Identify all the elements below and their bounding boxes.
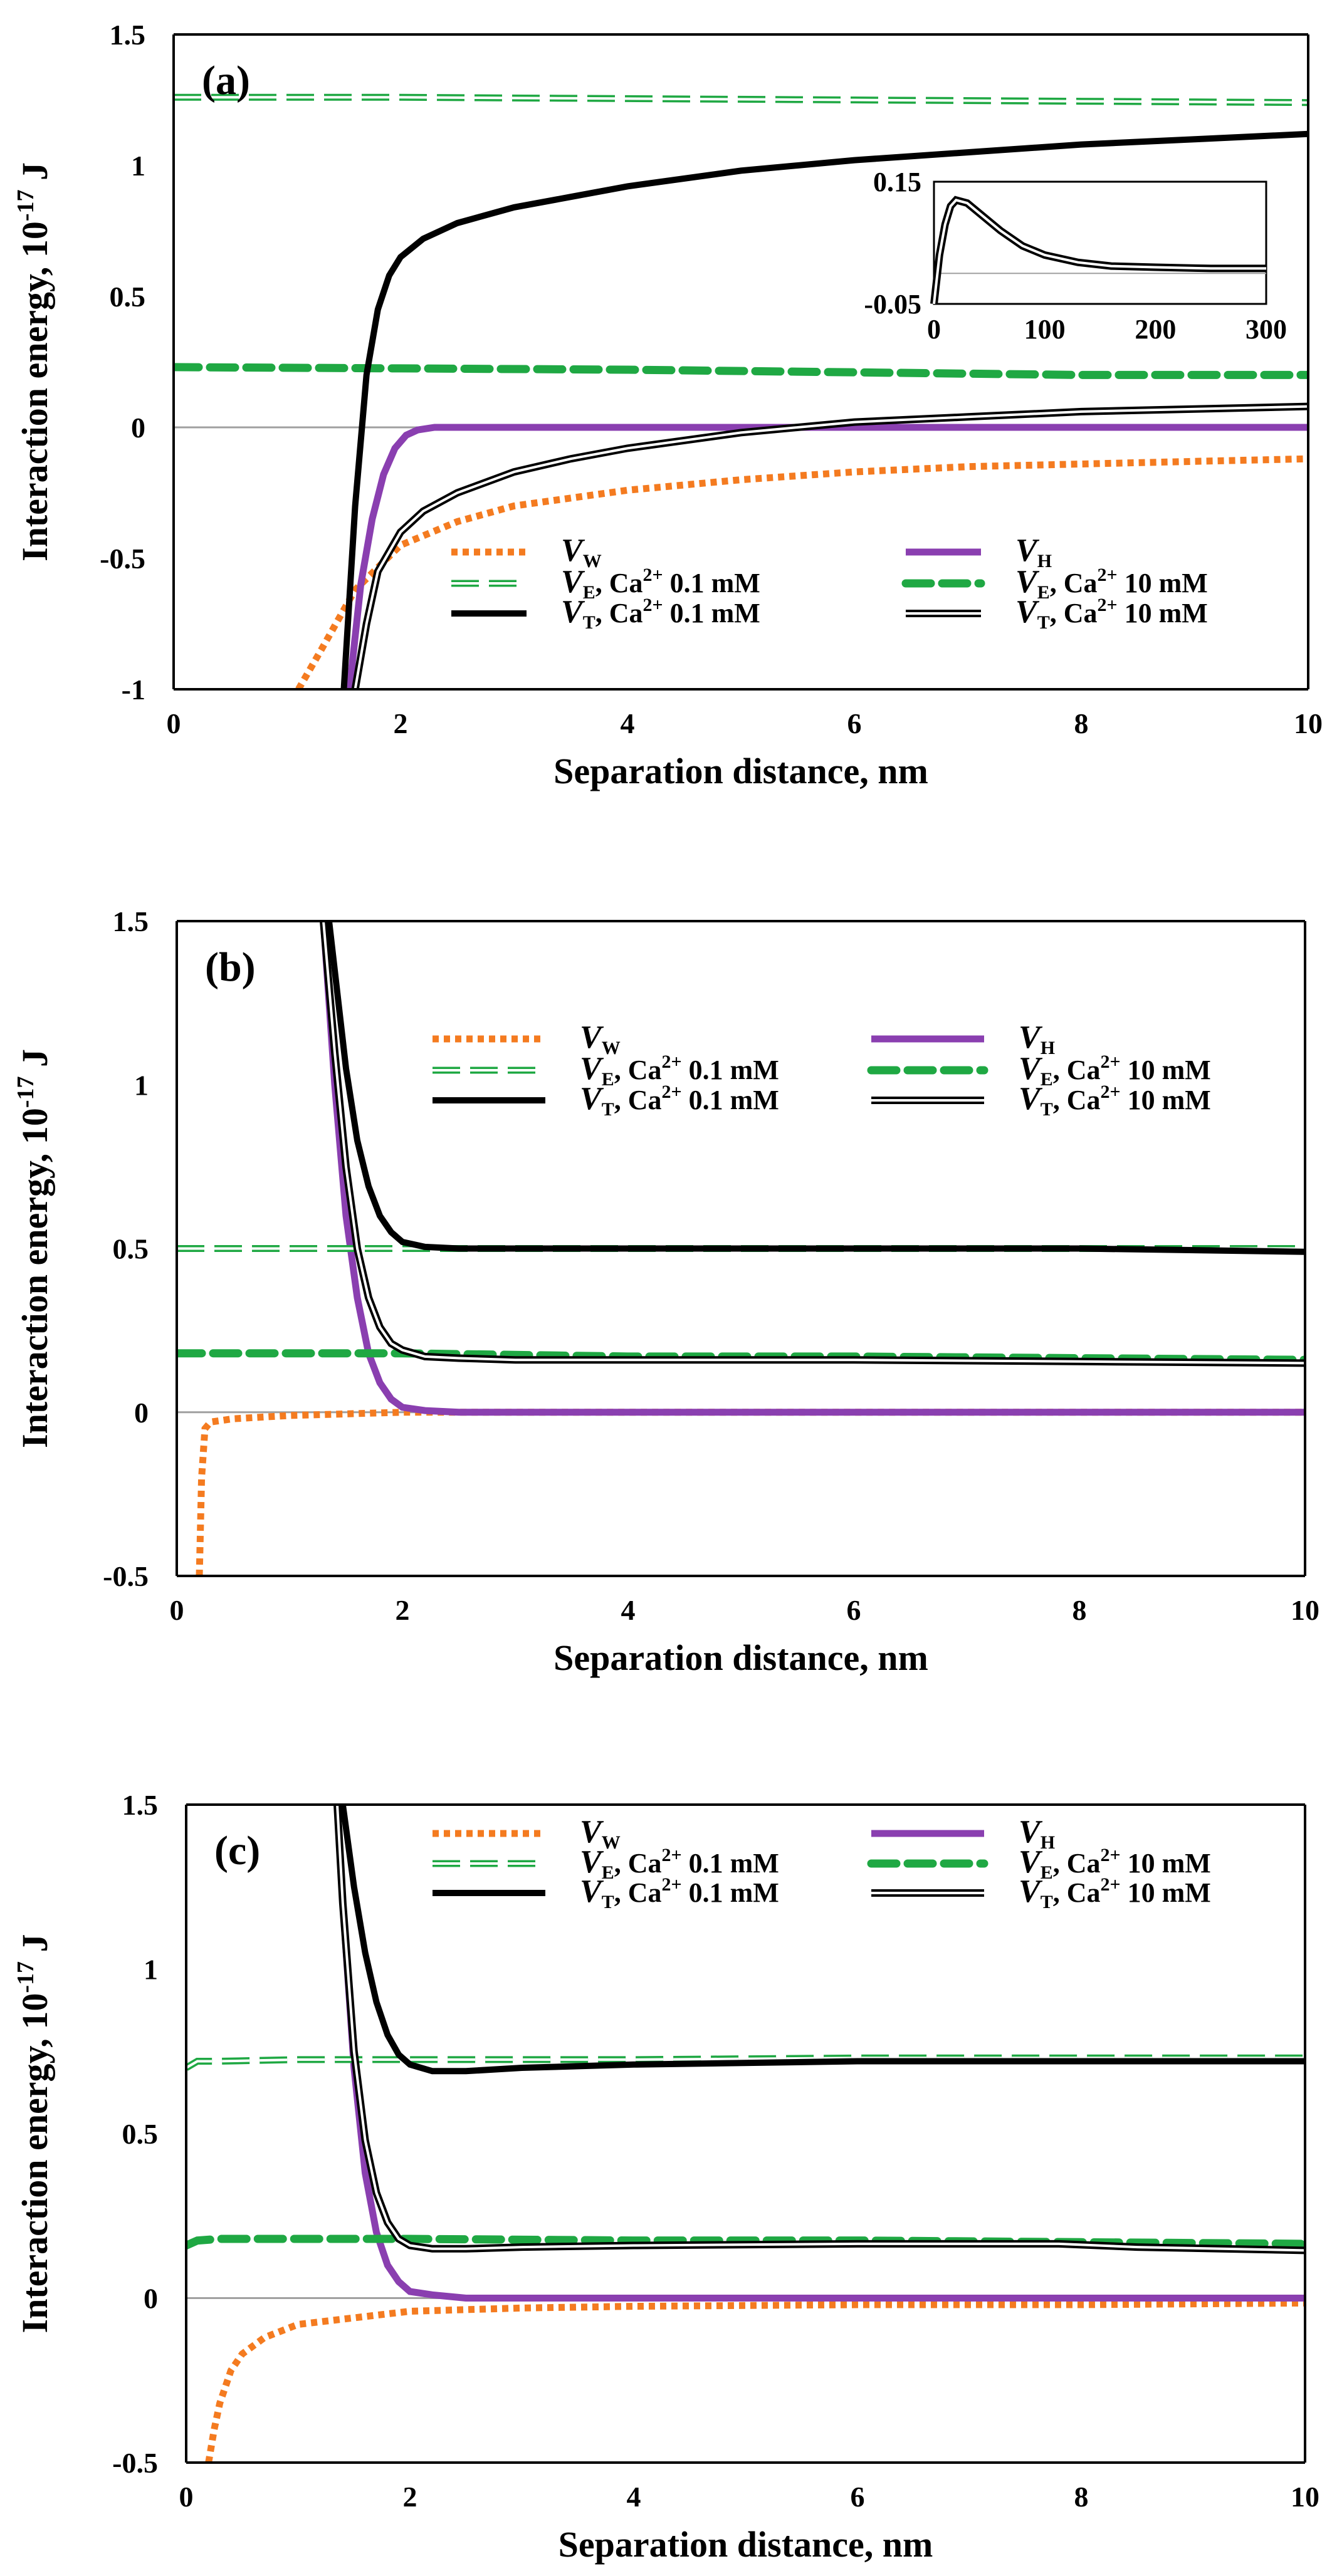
- panel-label: (b): [205, 944, 256, 990]
- legend-vt01-label: VT, Ca2+ 0.1 mM: [561, 594, 760, 633]
- x-tick-label: 6: [847, 707, 862, 739]
- y-axis-title: Interaction energy, 10-17 J: [13, 1934, 55, 2334]
- legend-vh-label: VH: [1015, 533, 1052, 571]
- y-tick-label: -1: [122, 674, 145, 706]
- inset-x-tick-label: 200: [1135, 314, 1176, 345]
- x-tick-label: 10: [1291, 2481, 1319, 2513]
- legend-ve01-label: VE, Ca2+ 0.1 mM: [561, 564, 760, 603]
- legend-vt01-label: VT, Ca2+ 0.1 mM: [580, 1874, 779, 1912]
- inset-x-tick-label: 0: [927, 314, 941, 345]
- x-tick-label: 8: [1074, 707, 1089, 739]
- x-tick-label: 8: [1074, 2481, 1089, 2513]
- panel-label: (a): [202, 58, 250, 103]
- x-tick-label: 2: [403, 2481, 417, 2513]
- series-vt01: [340, 130, 1308, 689]
- y-tick-label: 1: [131, 150, 145, 182]
- legend-vt01-label: VT, Ca2+ 0.1 mM: [580, 1081, 779, 1120]
- y-tick-label: 0.5: [113, 1233, 149, 1265]
- x-tick-label: 6: [851, 2481, 865, 2513]
- y-tick-label: 0: [134, 1397, 149, 1429]
- legend-vt10-label: VT, Ca2+ 10 mM: [1019, 1874, 1211, 1912]
- y-axis-title: Interaction energy, 10-17 J: [13, 162, 55, 561]
- series-vt01: [326, 921, 1305, 1255]
- x-axis-title: Separation distance, nm: [553, 1637, 928, 1678]
- legend-ve10-label: VE, Ca2+ 10 mM: [1019, 1844, 1211, 1883]
- y-tick-label: 1: [134, 1069, 149, 1101]
- y-tick-label: 0: [131, 412, 145, 444]
- x-tick-label: 6: [847, 1594, 861, 1626]
- panel-a: 0 2 4 6 8 10 -1 -0.5 0 0.5 1 1.5 Separation distance…: [13, 19, 1323, 791]
- inset-frame: [933, 180, 1267, 305]
- x-tick-label: 0: [179, 2481, 194, 2513]
- series-ve10: [174, 363, 1308, 379]
- y-tick-label: 0.5: [122, 2118, 159, 2150]
- panel-label: (c): [214, 1828, 260, 1874]
- series-vt10: [351, 402, 1308, 689]
- legend-ve01-label: VE, Ca2+ 0.1 mM: [580, 1051, 779, 1090]
- series-vt10: [320, 921, 1305, 1367]
- series-vh: [346, 424, 1308, 689]
- y-tick-label: 1.5: [113, 905, 149, 937]
- series-group: [177, 921, 1305, 1576]
- inset-x-tick-label: 100: [1024, 314, 1066, 345]
- legend-vt10-label: VT, Ca2+ 10 mM: [1019, 1081, 1211, 1120]
- y-tick-label: -0.5: [100, 543, 145, 575]
- inset-y-tick-label: 0.15: [873, 167, 921, 197]
- x-axis-title: Separation distance, nm: [558, 2524, 933, 2565]
- legend-vt10-label: VT, Ca2+ 10 mM: [1015, 594, 1208, 633]
- legend-vw-label: VW: [580, 1019, 621, 1058]
- x-tick-label: 2: [396, 1594, 410, 1626]
- legend-ve10-label: VE, Ca2+ 10 mM: [1015, 564, 1208, 603]
- panel-b: 0 2 4 6 8 10 -0.5 0 0.5 1 1.5 Separation distance, …: [13, 905, 1319, 1678]
- x-tick-label: 8: [1072, 1594, 1087, 1626]
- series-ve01: [174, 93, 1308, 107]
- legend-vw-label: VW: [580, 1814, 621, 1853]
- x-tick-label: 0: [167, 707, 181, 739]
- series-vw: [196, 1409, 1305, 1576]
- y-tick-label: 1: [144, 1954, 158, 1986]
- y-tick-label: 1.5: [122, 1789, 159, 1821]
- series-vw: [295, 455, 1308, 689]
- inset-series: [930, 196, 1266, 305]
- y-tick-label: 1.5: [110, 19, 146, 51]
- legend-vh-label: VH: [1019, 1814, 1055, 1853]
- x-tick-label: 10: [1291, 1594, 1319, 1626]
- series-group: [174, 93, 1308, 689]
- y-axis-title: Interaction energy, 10-17 J: [13, 1049, 55, 1448]
- x-tick-label: 4: [621, 1594, 636, 1626]
- series-group: [186, 1805, 1305, 2463]
- x-axis-title: Separation distance, nm: [553, 751, 928, 791]
- series-vw: [205, 2299, 1305, 2463]
- x-tick-label: 4: [621, 707, 635, 739]
- y-tick-label: 0: [144, 2283, 158, 2315]
- x-tick-label: 10: [1294, 707, 1323, 739]
- y-tick-label: -0.5: [103, 1560, 149, 1592]
- series-ve01: [186, 2054, 1305, 2071]
- x-tick-label: 0: [170, 1594, 184, 1626]
- legend-ve01-label: VE, Ca2+ 0.1 mM: [580, 1844, 779, 1883]
- legend-vw-label: VW: [561, 533, 602, 571]
- inset-chart: 0 100 200 300 -0.05 0.15: [864, 167, 1287, 345]
- x-tick-label: 4: [627, 2481, 641, 2513]
- y-tick-label: -0.5: [112, 2447, 158, 2479]
- x-tick-label: 2: [394, 707, 408, 739]
- legend-vh-label: VH: [1019, 1019, 1055, 1058]
- legend-ve10-label: VE, Ca2+ 10 mM: [1019, 1051, 1211, 1090]
- series-vt10: [333, 1805, 1305, 2255]
- inset-y-tick-label: -0.05: [864, 289, 921, 320]
- series-vh: [320, 921, 1305, 1416]
- inset-x-tick-label: 300: [1245, 314, 1287, 345]
- panel-c: 0 2 4 6 8 10 -0.5 0 0.5 1 1.5 Separation distance, …: [13, 1789, 1319, 2565]
- series-vt01: [339, 1805, 1305, 2075]
- y-tick-label: 0.5: [110, 281, 146, 313]
